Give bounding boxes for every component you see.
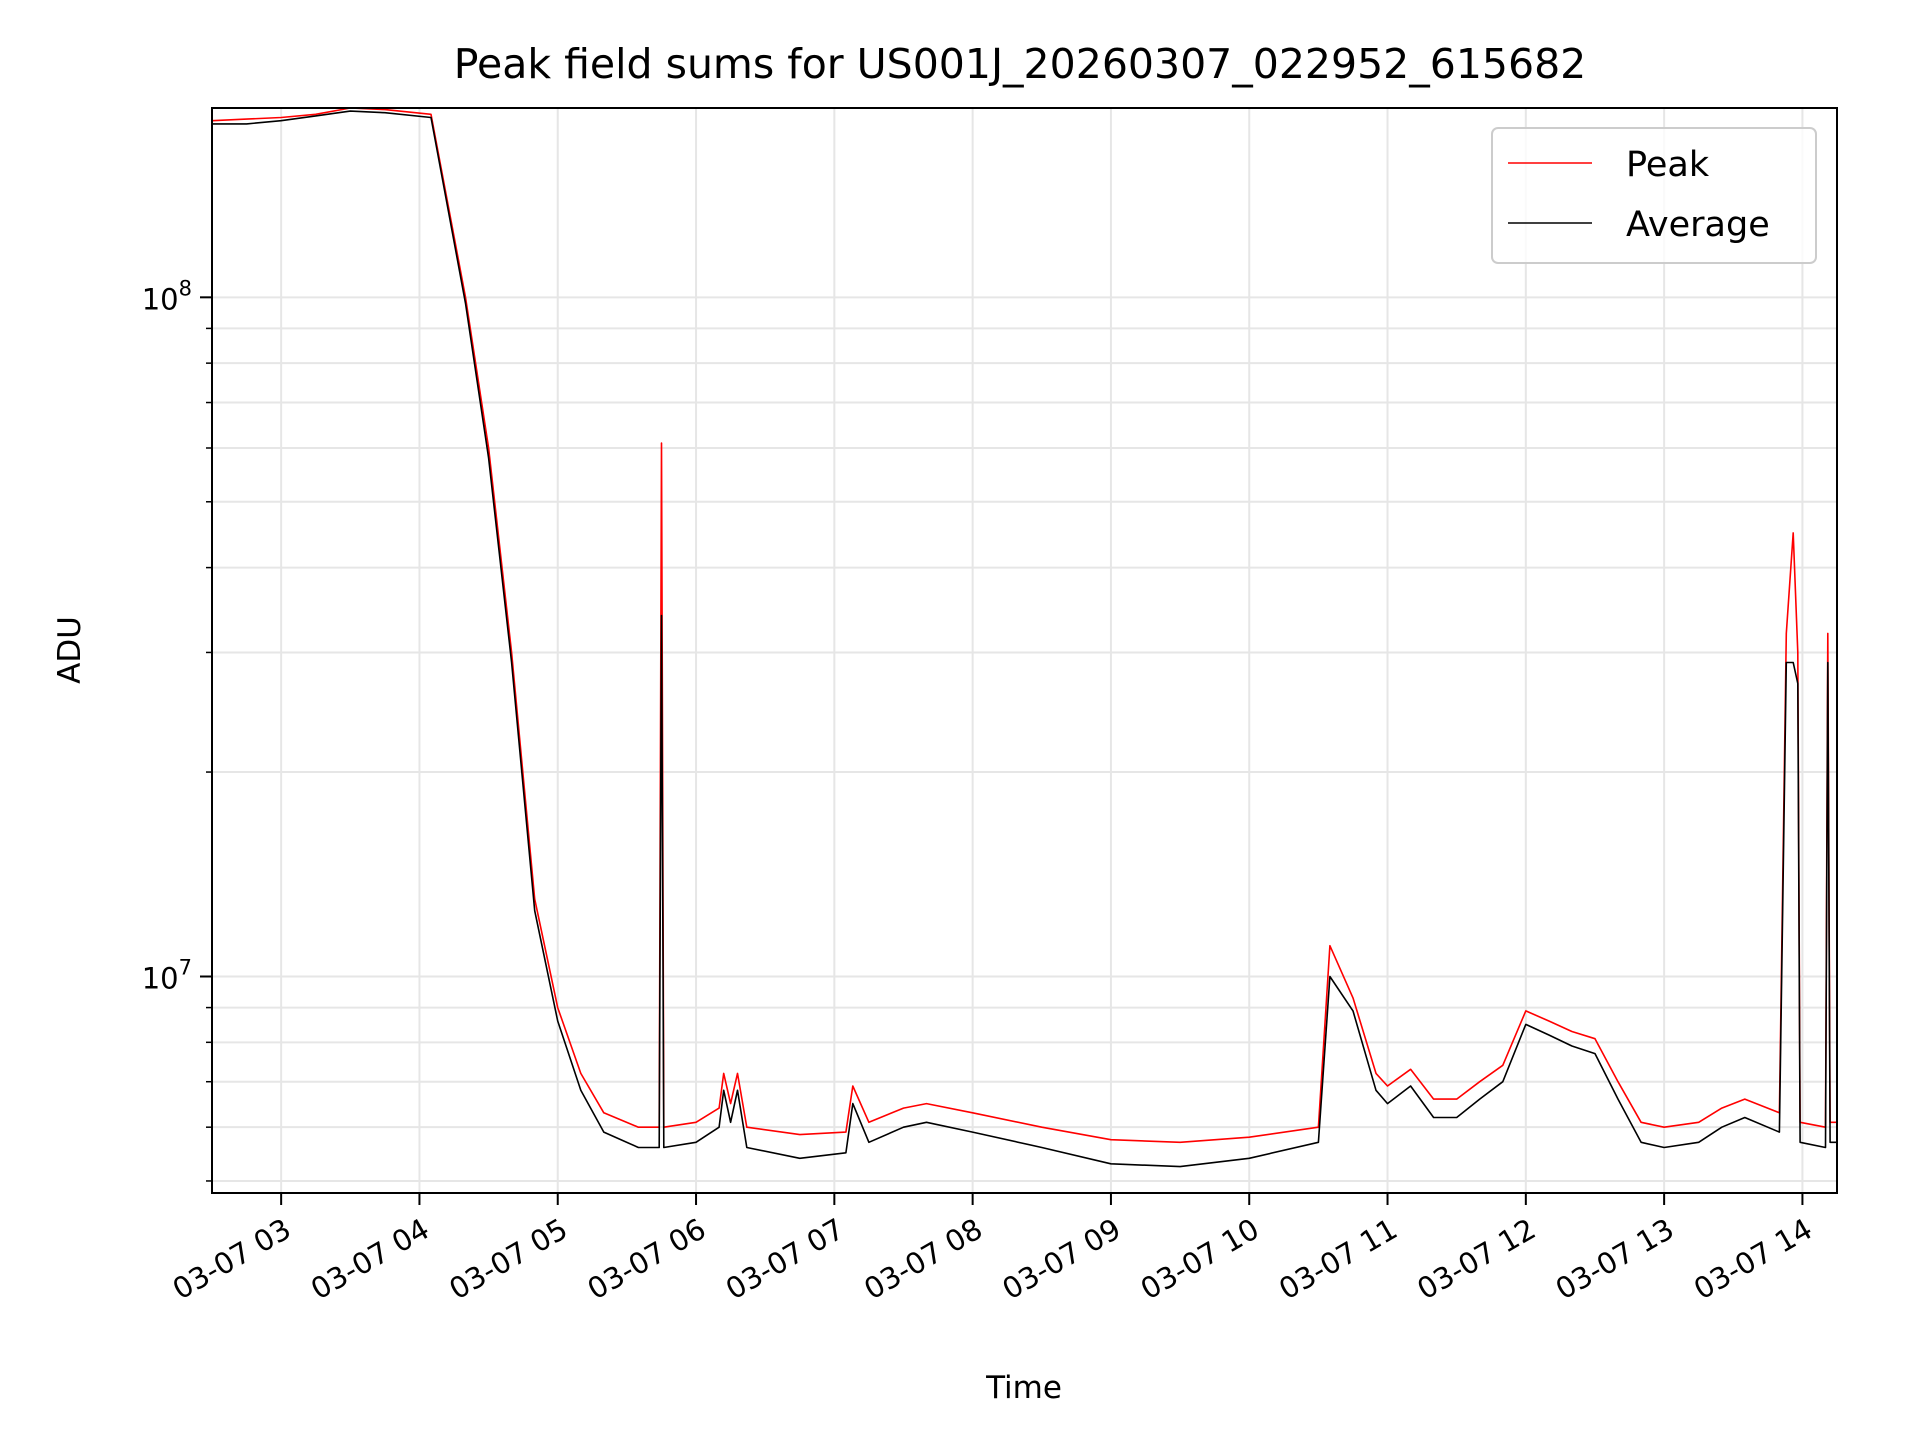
series-line-average xyxy=(212,110,1837,1168)
legend-label-average: Average xyxy=(1626,205,1770,245)
plot-frame xyxy=(211,107,1838,1194)
y-tick-label: 108 xyxy=(142,276,192,316)
grid xyxy=(212,108,1837,1193)
legend-label-peak: Peak xyxy=(1626,145,1710,185)
y-axis-label: ADU xyxy=(52,616,88,684)
y-tick-label: 107 xyxy=(142,956,192,996)
y-axis: 107 108 xyxy=(142,276,212,1182)
chart-title: Peak field sums for US001J_20260307_0229… xyxy=(454,40,1587,88)
series-lines xyxy=(211,107,1837,1168)
series-line-peak xyxy=(211,107,1837,1144)
x-axis-label: Time xyxy=(985,1370,1062,1406)
legend: Peak Average xyxy=(1491,127,1817,264)
legend-box xyxy=(1491,127,1817,264)
